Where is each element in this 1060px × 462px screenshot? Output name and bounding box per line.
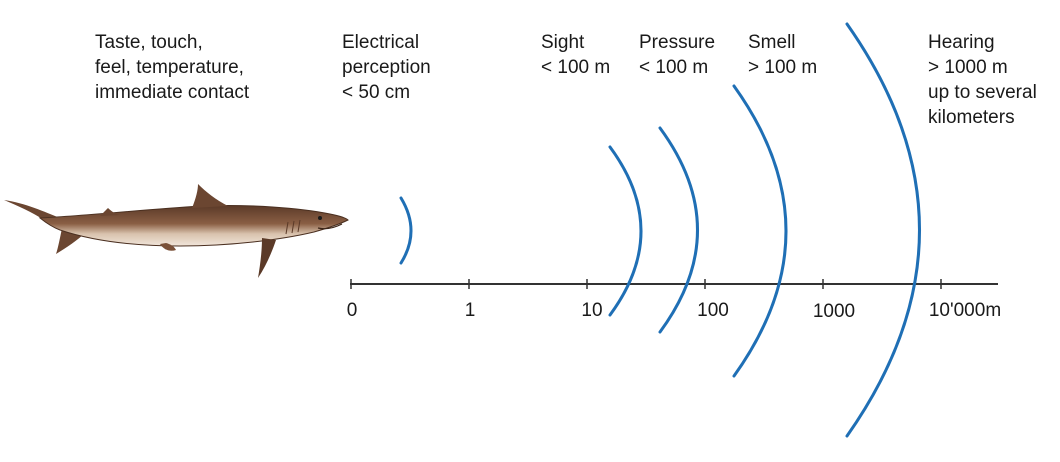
tick-label-10: 10 xyxy=(581,300,603,321)
shark-icon xyxy=(4,184,349,278)
tick-label-0: 0 xyxy=(346,300,358,321)
tick-label-100: 100 xyxy=(697,300,729,321)
label-smell: Smell > 100 m xyxy=(748,32,818,78)
label-pressure: Pressure < 100 m xyxy=(639,32,716,78)
tick-label-1000: 1000 xyxy=(812,301,856,322)
electrical-perception-arc xyxy=(399,196,413,265)
label-taste: Taste, touch, feel, temperature, immedia… xyxy=(95,32,250,103)
pressure-arc xyxy=(658,126,699,334)
axis-ticks xyxy=(350,279,942,289)
label-electrical-perception: Electrical perception < 50 cm xyxy=(342,32,431,103)
tick-label-1: 1 xyxy=(464,300,476,321)
smell-arc xyxy=(732,84,788,378)
tick-label-10000m: 10'000m xyxy=(928,300,1002,321)
label-sight: Sight < 100 m xyxy=(541,32,611,78)
hearing-arc xyxy=(845,22,921,438)
label-hearing: Hearing > 1000 m up to several kilometer… xyxy=(928,32,1037,128)
sight-arc xyxy=(608,145,643,317)
